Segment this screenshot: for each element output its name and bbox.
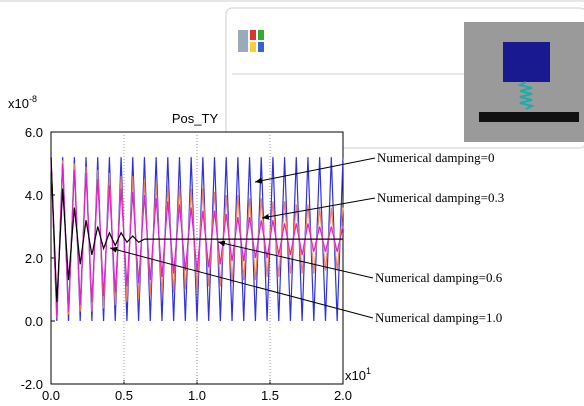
annotation-arrow: [109, 246, 374, 319]
y-tick-label: 4.0: [25, 188, 43, 203]
annotation: Numerical damping=1.0: [375, 310, 502, 325]
annotation: Numerical damping=0: [377, 150, 494, 165]
x-tick-label: 1.0: [188, 388, 206, 403]
x-tick-label: 2.0: [334, 388, 352, 403]
y-multiplier: x10-8: [8, 94, 37, 111]
series-line: [50, 157, 343, 303]
y-tick-label: -2.0: [21, 377, 43, 392]
y-multiplier-base: x10: [8, 96, 29, 111]
x-tick-label: 0.0: [42, 388, 60, 403]
x-tick-label: 0.5: [115, 388, 133, 403]
y-multiplier-exponent: -8: [29, 94, 37, 104]
y-tick-label: 2.0: [25, 251, 43, 266]
annotation-arrow: [261, 197, 376, 220]
model-preview: [464, 22, 584, 142]
y-tick-label: 0.0: [25, 314, 43, 329]
x-multiplier: x101: [345, 366, 371, 383]
chart-title: Pos_TY: [172, 111, 219, 126]
annotation-arrow: [217, 240, 374, 279]
app-icon: [238, 30, 264, 52]
x-multiplier-base: x10: [345, 368, 366, 383]
annotation-arrow: [254, 157, 376, 184]
x-multiplier-exponent: 1: [366, 366, 371, 376]
x-tick-label: 1.5: [261, 388, 279, 403]
annotation: Numerical damping=0.6: [375, 270, 503, 285]
series-line: [50, 157, 344, 318]
y-tick-label: 6.0: [25, 125, 43, 140]
annotation: Numerical damping=0.3: [377, 190, 504, 205]
